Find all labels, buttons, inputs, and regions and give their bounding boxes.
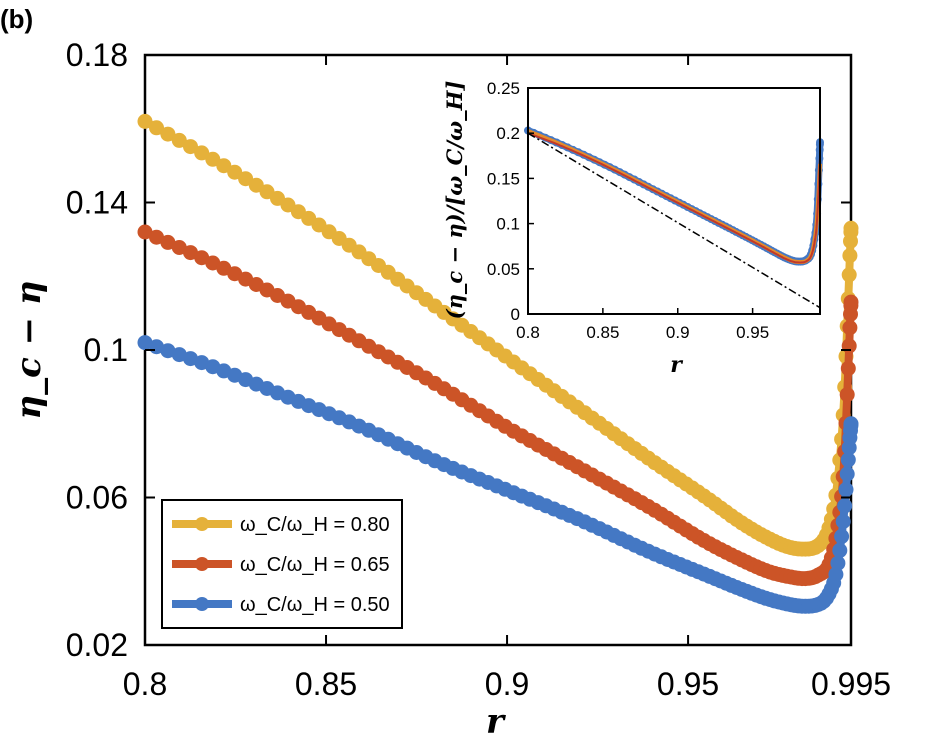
legend-item-080: ω_C/ω_H = 0.80: [172, 514, 390, 536]
data-point: [843, 416, 859, 432]
data-point: [160, 234, 176, 250]
data-point: [137, 113, 153, 129]
inset-plot: 0.8 0.85 0.9 0.95 0 0.05 0.1 0.15 0.2 0.25 r (η_c…: [442, 79, 824, 378]
x-tick-label: 0.8: [123, 666, 167, 702]
series-080: [137, 113, 859, 557]
data-point: [840, 360, 856, 376]
y-tick-label: 0.02: [66, 627, 128, 663]
data-point: [832, 542, 848, 558]
data-point: [839, 466, 855, 482]
y-tick-label: 0.1: [84, 332, 128, 368]
x-tick-label: 0.9: [485, 666, 529, 702]
legend-label-065: ω_C/ω_H = 0.65: [240, 554, 390, 576]
inset-ticks-layer: 0.8 0.85 0.9 0.95 0 0.05 0.1 0.15 0.2 0.25: [487, 79, 769, 342]
inset-series-layer: [524, 126, 824, 309]
legend-item-065: ω_C/ω_H = 0.65: [172, 554, 390, 576]
legend-marker-065: [195, 557, 209, 571]
y-tick-label: 0.14: [66, 185, 128, 221]
data-point: [830, 555, 846, 571]
data-point: [149, 120, 164, 136]
data-point: [838, 482, 854, 498]
data-point: [216, 158, 232, 174]
series-065: [137, 224, 859, 587]
main-xlabel: r: [486, 702, 506, 742]
series-050: [137, 335, 859, 614]
panel-label: (b): [0, 4, 33, 34]
data-point: [171, 240, 187, 255]
y-tick-label: 0.18: [66, 37, 128, 73]
data-point: [842, 248, 858, 264]
main-series-layer: [137, 113, 859, 614]
inset-y-tick-label: 0.25: [487, 79, 520, 98]
main-plot: 0.8 0.85 0.9 0.95 0.995 0.02 0.06 0.1 0.14 0.18 r…: [9, 37, 891, 742]
data-point: [183, 139, 198, 155]
data-point: [840, 452, 856, 468]
inset-x-tick-label: 0.8: [516, 323, 540, 342]
inset-ylabel: (η_c − η)/[ω_C/ω_H]: [442, 81, 467, 320]
x-tick-label: 0.95: [657, 666, 719, 702]
data-point: [160, 126, 176, 142]
inset-y-tick-label: 0.15: [487, 169, 520, 188]
legend-marker-050: [195, 597, 209, 611]
data-point: [137, 335, 153, 351]
inset-series-2: [527, 132, 821, 264]
x-tick-label: 0.85: [295, 666, 357, 702]
data-point: [248, 177, 264, 193]
data-point: [842, 320, 858, 336]
data-point: [227, 164, 243, 180]
data-point: [843, 220, 859, 236]
x-tick-label: 0.995: [811, 666, 891, 702]
legend-label-050: ω_C/ω_H = 0.50: [240, 594, 390, 616]
inset-y-tick-label: 0.1: [496, 215, 520, 234]
data-point: [194, 250, 210, 266]
data-point: [828, 566, 844, 582]
data-point: [839, 387, 855, 403]
inset-plot-frame: [527, 87, 821, 315]
data-point: [843, 294, 859, 310]
inset-xlabel: r: [670, 352, 683, 378]
legend-marker-080: [195, 517, 209, 531]
data-point: [205, 151, 221, 167]
legend-label-080: ω_C/ω_H = 0.80: [240, 514, 390, 536]
data-point: [137, 224, 153, 240]
inset-x-tick-label: 0.85: [586, 323, 619, 342]
main-ticks-layer: 0.8 0.85 0.9 0.95 0.995 0.02 0.06 0.1 0.14 0.18: [66, 37, 891, 702]
inset-y-tick-label: 0: [511, 305, 520, 324]
inset-y-tick-label: 0.2: [496, 124, 520, 143]
inset-y-tick-label: 0.05: [487, 260, 520, 279]
inset-x-tick-label: 0.9: [666, 323, 690, 342]
inset-asymptote-line: [527, 132, 821, 309]
main-ylabel: η_c − η: [9, 280, 49, 419]
data-point: [835, 514, 851, 529]
data-point: [160, 343, 176, 359]
legend: ω_C/ω_H = 0.80 ω_C/ω_H = 0.65 ω_C/ω_H = …: [161, 499, 403, 629]
data-point: [837, 498, 853, 514]
inset-series-line: [527, 132, 821, 264]
data-point: [149, 229, 164, 245]
y-tick-label: 0.06: [66, 480, 128, 516]
data-point: [834, 528, 850, 544]
data-point: [183, 245, 198, 261]
data-point: [194, 145, 210, 161]
data-point: [841, 338, 857, 354]
data-point: [171, 132, 187, 148]
legend-item-050: ω_C/ω_H = 0.50: [172, 594, 390, 616]
inset-series-3: [527, 132, 821, 309]
inset-x-tick-label: 0.95: [736, 323, 769, 342]
data-point: [841, 267, 857, 283]
